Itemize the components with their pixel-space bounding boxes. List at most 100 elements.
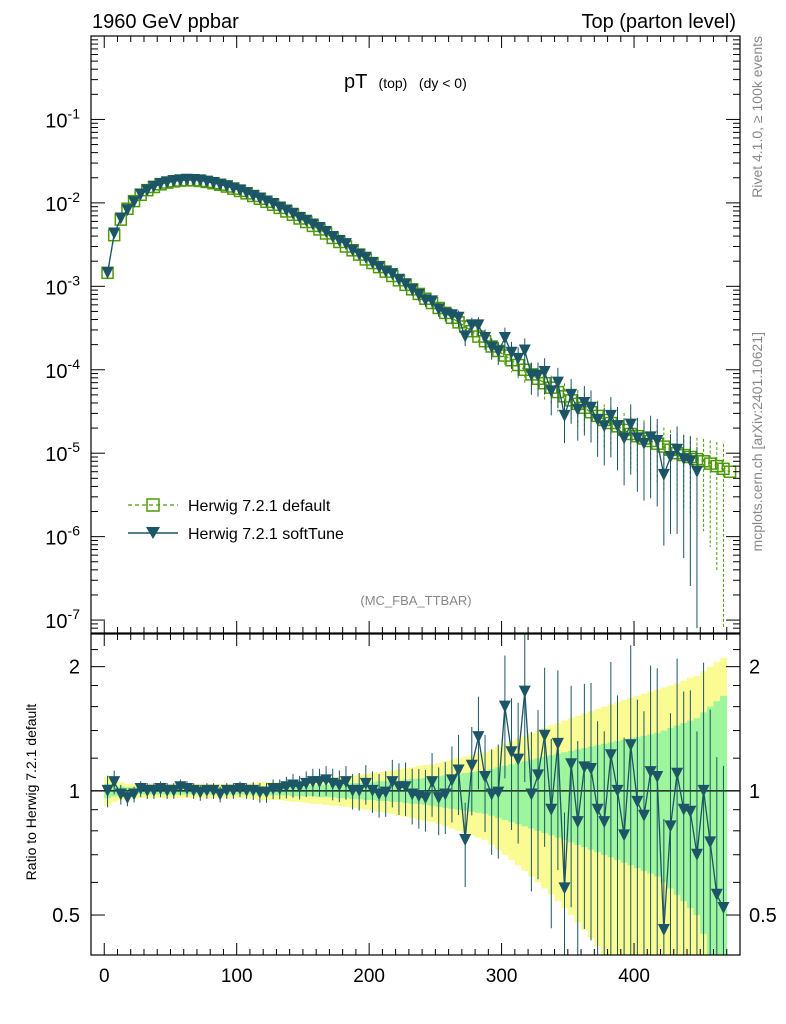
default-point bbox=[717, 462, 730, 476]
ratio-y-tick-label-right: 2 bbox=[749, 657, 760, 679]
legend: Herwig 7.2.1 default Herwig 7.2.1 softTu… bbox=[128, 498, 344, 543]
softtune-point bbox=[492, 345, 505, 358]
ratio-point bbox=[293, 781, 306, 794]
ratio-point bbox=[690, 848, 703, 861]
ratio-y-tick-label-right: 1 bbox=[749, 781, 760, 803]
softtune-point bbox=[565, 388, 578, 401]
ratio-band-inner bbox=[660, 730, 668, 883]
ratio-point bbox=[584, 762, 597, 775]
softtune-point bbox=[134, 188, 147, 201]
main-y-tick-base: 10 bbox=[45, 611, 67, 633]
softtune-point bbox=[108, 227, 121, 240]
softtune-point bbox=[505, 346, 518, 359]
softtune-point bbox=[578, 396, 591, 409]
left-title: 1960 GeV ppbar bbox=[92, 11, 239, 33]
ratio-point bbox=[598, 816, 611, 829]
softtune-point bbox=[459, 330, 472, 343]
ratio-point bbox=[353, 784, 366, 797]
ratio-point bbox=[545, 803, 558, 816]
softtune-point bbox=[591, 413, 604, 426]
ratio-point bbox=[366, 784, 379, 797]
softtune-point bbox=[359, 251, 372, 264]
main-y-tick-base: 10 bbox=[45, 277, 67, 299]
default-point bbox=[710, 459, 724, 473]
main-y-tick-label: 10-1 bbox=[45, 105, 80, 132]
softtune-point bbox=[479, 332, 492, 345]
ratio-point bbox=[419, 792, 432, 805]
ratio-point bbox=[498, 700, 511, 713]
ratio-point bbox=[591, 803, 604, 816]
softtune-point bbox=[114, 212, 127, 225]
softtune-point bbox=[280, 204, 293, 217]
softtune-point bbox=[300, 214, 313, 227]
softtune-point bbox=[624, 418, 637, 431]
x-tick-label: 400 bbox=[618, 966, 650, 987]
softtune-point bbox=[147, 180, 160, 193]
ratio-series bbox=[101, 634, 730, 955]
main-y-tick-exponent: -5 bbox=[68, 439, 81, 455]
right-title: Top (parton level) bbox=[581, 11, 736, 33]
ratio-point bbox=[505, 746, 518, 759]
ratio-uncertainty-bands bbox=[91, 657, 740, 955]
ratio-y-tick-label-left: 1 bbox=[69, 781, 80, 803]
plot-title-sub: (top) bbox=[379, 75, 408, 91]
softtune-point bbox=[326, 230, 339, 243]
ratio-point bbox=[512, 753, 525, 766]
softtune-point bbox=[373, 261, 386, 274]
ratio-point bbox=[637, 809, 650, 822]
ratio-point bbox=[624, 739, 637, 752]
ratio-point bbox=[445, 774, 458, 787]
plot-title-cut: (dy < 0) bbox=[419, 75, 467, 91]
ratio-point bbox=[273, 783, 286, 796]
default-point bbox=[697, 455, 710, 468]
softtune-point bbox=[604, 409, 617, 422]
main-y-tick-base: 10 bbox=[45, 444, 67, 466]
ratio-point bbox=[121, 792, 134, 805]
legend-softtune-marker bbox=[146, 527, 160, 539]
softtune-point bbox=[618, 432, 631, 445]
x-tick-label: 0 bbox=[99, 966, 110, 987]
main-y-tick-exponent: -1 bbox=[68, 105, 81, 121]
softtune-point bbox=[426, 295, 439, 308]
softtune-point bbox=[571, 403, 584, 416]
x-tick-label: 200 bbox=[353, 966, 385, 987]
main-y-tick-exponent: -7 bbox=[68, 606, 81, 622]
softtune-point bbox=[637, 437, 650, 450]
axes: 0 100 200 300 40010-710-610-510-410-310-210-… bbox=[45, 35, 777, 987]
softtune-point bbox=[353, 248, 366, 261]
ratio-point bbox=[518, 685, 531, 698]
softtune-point bbox=[432, 303, 445, 316]
ratio-point bbox=[386, 776, 399, 789]
ratio-point bbox=[671, 767, 684, 780]
softtune-point bbox=[253, 192, 266, 205]
ratio-point bbox=[551, 737, 564, 750]
softtune-point bbox=[558, 409, 571, 422]
softtune-point bbox=[333, 234, 346, 247]
softtune-point bbox=[664, 451, 677, 464]
ratio-point bbox=[114, 788, 127, 801]
softtune-point bbox=[141, 184, 154, 197]
softtune-point bbox=[399, 278, 412, 291]
legend-softtune-label: Herwig 7.2.1 softTune bbox=[188, 526, 344, 543]
ratio-point bbox=[525, 788, 538, 801]
softtune-point bbox=[684, 455, 697, 468]
ratio-point bbox=[108, 776, 121, 789]
ratio-point bbox=[717, 901, 730, 914]
softtune-point bbox=[651, 435, 664, 448]
ratio-point bbox=[538, 729, 551, 742]
ratio-point bbox=[101, 784, 114, 797]
ratio-band-inner bbox=[461, 772, 469, 811]
x-tick-label: 100 bbox=[221, 966, 253, 987]
ratio-point bbox=[558, 882, 571, 895]
ratio-point bbox=[379, 786, 392, 799]
softtune-point bbox=[286, 207, 299, 220]
ratio-point bbox=[697, 784, 710, 797]
ratio-point bbox=[452, 764, 465, 777]
softtune-point bbox=[121, 204, 134, 217]
ratio-band-inner bbox=[561, 752, 569, 841]
ratio-point bbox=[399, 781, 412, 794]
softtune-point bbox=[346, 244, 359, 257]
softtune-point bbox=[128, 196, 141, 209]
ratio-point bbox=[631, 795, 644, 808]
